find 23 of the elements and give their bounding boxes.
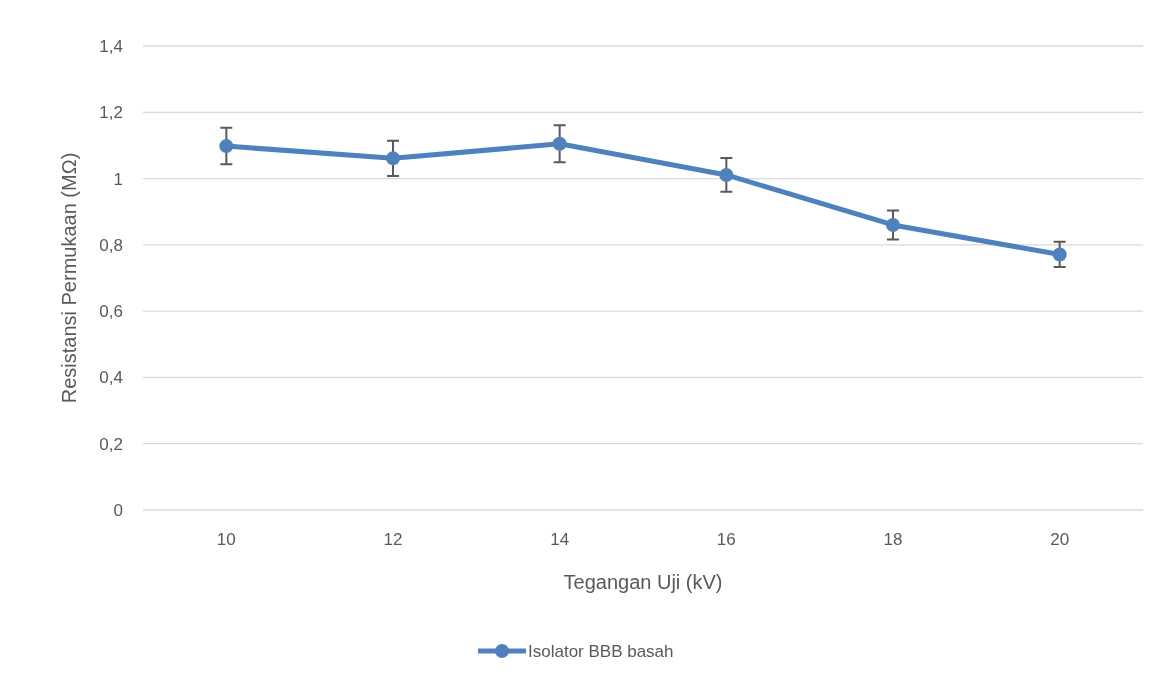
x-tick-label: 10 (216, 530, 236, 549)
y-axis-title: Resistansi Permukaan (MΩ) (58, 152, 80, 404)
x-tick-label: 18 (883, 530, 903, 549)
y-tick-label: 0,4 (99, 368, 123, 388)
y-tick-label: 1 (113, 169, 123, 189)
point (886, 217, 900, 232)
y-tick-label: 0,8 (99, 235, 123, 255)
x-tick-label: 14 (550, 530, 570, 549)
y-tick-label: 1,4 (99, 36, 123, 56)
y-tick-label: 1,2 (99, 103, 123, 123)
point (719, 167, 734, 182)
y-tick-label: 0 (113, 500, 123, 520)
point (552, 136, 567, 151)
y-tick-label: 0,2 (99, 434, 123, 454)
y-tick-label: 0,6 (99, 302, 123, 322)
x-axis-title: Tegangan Uji (kV) (563, 571, 723, 593)
x-tick-label: 16 (716, 530, 736, 549)
x-tick-label: 20 (1050, 530, 1070, 549)
legend-label: Isolator BBB basah (528, 641, 674, 661)
point (219, 139, 234, 154)
point (1052, 247, 1067, 262)
x-tick-label: 12 (383, 530, 403, 549)
point (386, 151, 400, 166)
